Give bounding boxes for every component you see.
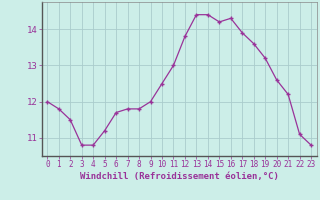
X-axis label: Windchill (Refroidissement éolien,°C): Windchill (Refroidissement éolien,°C) (80, 172, 279, 181)
